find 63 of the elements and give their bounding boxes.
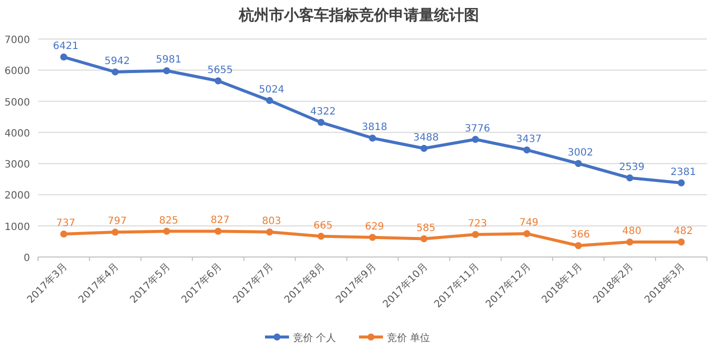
data-label: 3776 <box>464 123 490 134</box>
data-label: 366 <box>570 230 590 241</box>
data-label: 585 <box>416 222 436 234</box>
data-label: 4322 <box>310 106 336 118</box>
point <box>112 68 119 76</box>
data-label: 5024 <box>258 84 284 96</box>
data-label: 3818 <box>362 122 388 134</box>
legend-label: 竞价 个人 <box>293 332 336 344</box>
point <box>369 134 376 142</box>
point <box>318 232 325 240</box>
point <box>678 179 685 186</box>
y-tick-label: 1000 <box>4 222 30 233</box>
data-label: 825 <box>159 215 178 226</box>
data-label: 749 <box>519 218 538 229</box>
point <box>266 97 274 104</box>
point <box>60 54 68 61</box>
point <box>523 230 530 238</box>
point <box>574 160 582 168</box>
point <box>626 238 634 246</box>
data-label: 629 <box>364 221 384 232</box>
data-label: 797 <box>108 216 127 228</box>
y-tick-label: 4000 <box>4 128 30 140</box>
data-label: 2381 <box>670 166 696 178</box>
y-tick-label: 7000 <box>4 35 30 46</box>
point <box>472 230 479 238</box>
data-label: 723 <box>468 218 487 230</box>
data-label: 482 <box>674 226 693 237</box>
data-label: 5655 <box>207 64 233 76</box>
point <box>60 230 68 238</box>
point <box>678 238 685 246</box>
y-tick-label: 6000 <box>4 66 30 78</box>
y-tick-label: 0 <box>24 253 30 264</box>
point <box>626 174 634 182</box>
point <box>574 242 582 250</box>
chart-title: 杭州市小客车指标竞价申请量统计图 <box>238 6 479 24</box>
point <box>163 228 170 235</box>
data-label: 737 <box>56 218 76 230</box>
point <box>523 146 530 154</box>
data-label: 665 <box>313 220 333 232</box>
y-tick-label: 2000 <box>4 190 30 202</box>
point <box>472 136 479 143</box>
y-tick-label: 3000 <box>4 160 30 171</box>
point <box>214 77 222 84</box>
data-label: 827 <box>210 215 230 226</box>
data-label: 3002 <box>568 148 594 159</box>
data-label: 803 <box>262 216 282 227</box>
point <box>369 234 376 241</box>
point <box>318 118 325 126</box>
point <box>163 67 170 74</box>
data-label: 2539 <box>619 162 645 173</box>
y-tick-label: 5000 <box>4 97 30 108</box>
point <box>214 228 222 235</box>
data-label: 6421 <box>53 41 78 52</box>
point <box>266 228 274 236</box>
data-label: 5981 <box>156 54 182 66</box>
data-label: 5942 <box>104 56 130 67</box>
data-label: 3437 <box>516 134 542 145</box>
point <box>420 144 428 152</box>
data-label: 3488 <box>413 132 439 144</box>
legend-label: 竞价 单位 <box>387 332 430 344</box>
point <box>112 228 119 236</box>
point <box>420 235 428 242</box>
data-label: 480 <box>622 226 642 238</box>
